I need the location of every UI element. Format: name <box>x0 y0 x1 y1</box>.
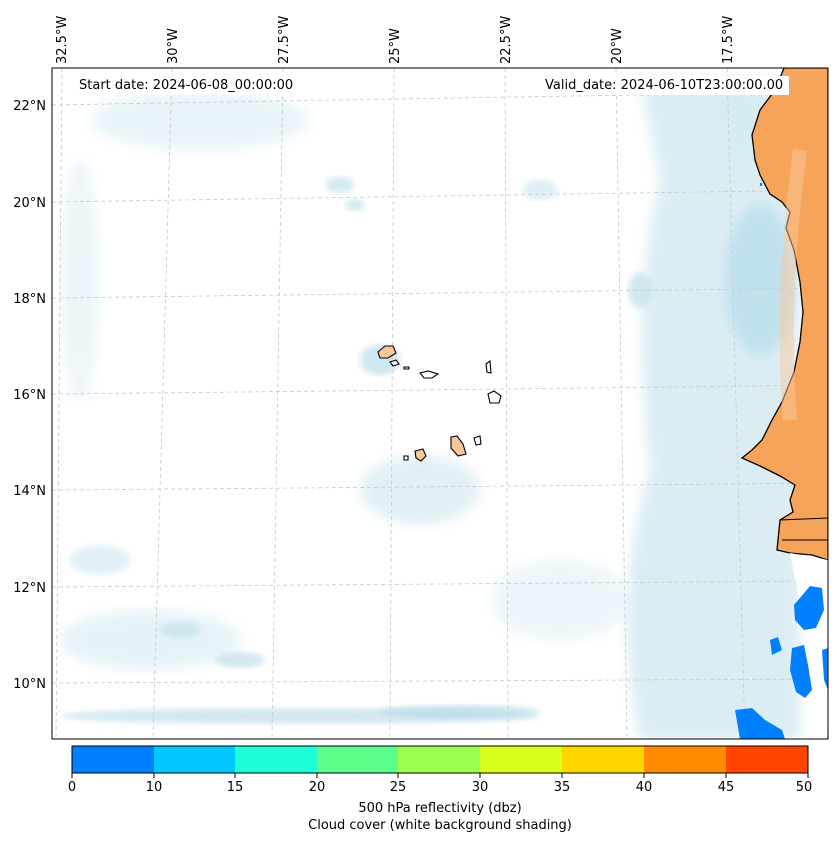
lat-label: 10°N <box>13 677 46 692</box>
lon-label: 25°W <box>388 28 403 64</box>
map-frame <box>51 67 829 740</box>
valid-date-label: Valid_date: 2024-06-10T23:00:00.00 <box>539 76 790 95</box>
colorbar <box>71 745 809 778</box>
map-area <box>52 68 828 739</box>
colorbar-tick-label: 45 <box>717 780 735 795</box>
colorbar-swatch <box>398 746 480 773</box>
colorbar-tick-label: 0 <box>67 780 77 795</box>
colorbar-swatch <box>235 746 317 773</box>
colorbar-tick-label: 40 <box>635 780 653 795</box>
start-date-label: Start date: 2024-06-08_00:00:00 <box>73 76 300 95</box>
colorbar-swatch <box>644 746 726 773</box>
lat-label: 22°N <box>13 99 46 114</box>
colorbar-tick-label: 20 <box>308 780 326 795</box>
colorbar-swatch <box>72 746 154 773</box>
lat-label: 14°N <box>13 484 46 499</box>
colorbar-tick-label: 50 <box>795 780 813 795</box>
lon-label: 22.5°W <box>499 16 514 64</box>
colorbar-sublabel: Cloud cover (white background shading) <box>308 818 572 833</box>
lat-label: 18°N <box>13 292 46 307</box>
colorbar-tick-label: 10 <box>145 780 163 795</box>
lon-label: 27.5°W <box>277 16 292 64</box>
colorbar-label: 500 hPa reflectivity (dbz) <box>358 801 522 816</box>
colorbar-tick-label: 15 <box>226 780 244 795</box>
lon-label: 17.5°W <box>721 16 736 64</box>
colorbar-tick-label: 35 <box>553 780 571 795</box>
cloud-cover-layer <box>60 80 800 739</box>
lon-label: 32.5°W <box>55 16 70 64</box>
latitude-labels: 22°N 20°N 18°N 16°N 14°N 12°N 10°N <box>13 99 46 692</box>
lon-label: 30°W <box>166 28 181 64</box>
colorbar-tick-label: 30 <box>471 780 489 795</box>
colorbar-swatch <box>726 746 808 773</box>
reflectivity-cells <box>735 183 828 739</box>
lat-label: 12°N <box>13 581 46 596</box>
longitude-labels: 32.5°W 30°W 27.5°W 25°W 22.5°W 20°W 17.5… <box>55 16 736 64</box>
cape-verde-islands <box>377 345 502 462</box>
lat-label: 20°N <box>13 196 46 211</box>
colorbar-swatch <box>317 746 398 773</box>
lat-label: 16°N <box>13 388 46 403</box>
colorbar-swatch <box>154 746 235 773</box>
colorbar-swatch <box>480 746 562 773</box>
colorbar-tick-label: 25 <box>389 780 407 795</box>
lon-label: 20°W <box>610 28 625 64</box>
colorbar-frame <box>71 745 809 774</box>
colorbar-swatch <box>562 746 644 773</box>
